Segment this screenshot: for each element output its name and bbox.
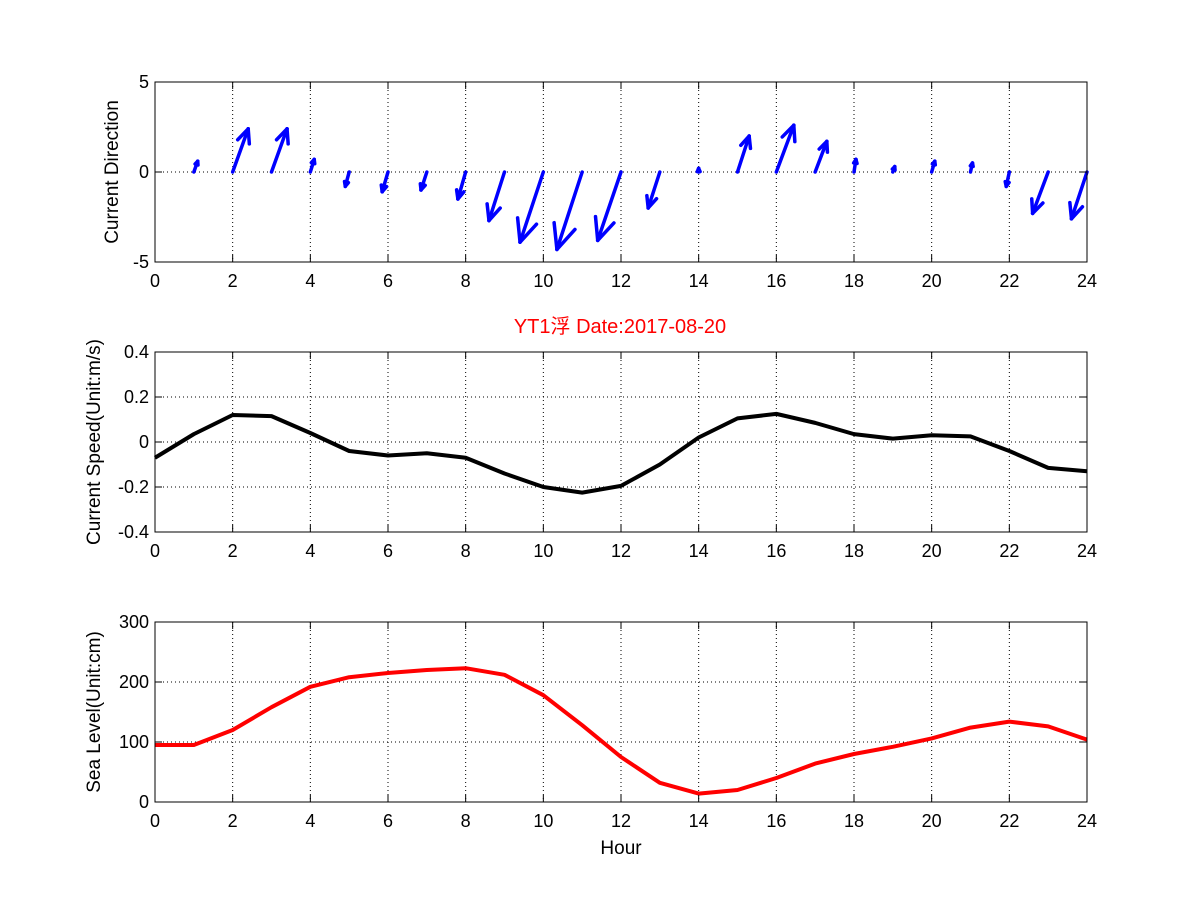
y-axis-label-speed: Current Speed(Unit:m/s) [84, 339, 105, 545]
x-tick-label-direction: 16 [766, 271, 786, 291]
y-tick-label-direction: 0 [139, 162, 149, 182]
arrow-head [854, 159, 856, 163]
x-tick-label-sealevel: 0 [150, 811, 160, 831]
x-tick-label-direction: 14 [689, 271, 709, 291]
arrow-head [932, 161, 934, 164]
x-tick-label-sealevel: 2 [228, 811, 238, 831]
x-tick-label-sealevel: 6 [383, 811, 393, 831]
y-tick-label-speed: -0.2 [118, 477, 149, 497]
x-tick-label-direction: 8 [461, 271, 471, 291]
arrow-head [311, 159, 314, 162]
x-tick-label-sealevel: 22 [999, 811, 1019, 831]
x-tick-label-speed: 10 [533, 541, 553, 561]
arrow-head [345, 183, 348, 187]
x-tick-label-direction: 12 [611, 271, 631, 291]
x-axis-label-sealevel: Hour [600, 838, 642, 859]
x-tick-label-sealevel: 8 [461, 811, 471, 831]
x-tick-label-direction: 18 [844, 271, 864, 291]
chart-title: YT1浮 Date:2017-08-20 [514, 315, 726, 338]
y-tick-label-speed: -0.4 [118, 522, 149, 542]
x-tick-label-speed: 8 [461, 541, 471, 561]
y-tick-label-speed: 0 [139, 432, 149, 452]
x-tick-label-direction: 4 [305, 271, 315, 291]
x-tick-label-sealevel: 24 [1077, 811, 1097, 831]
arrow-head [970, 163, 972, 166]
y-tick-label-sealevel: 100 [119, 732, 149, 752]
arrow-head [487, 204, 489, 221]
x-tick-label-speed: 14 [689, 541, 709, 561]
y-tick-label-direction: -5 [133, 252, 149, 272]
x-tick-label-speed: 6 [383, 541, 393, 561]
y-tick-label-sealevel: 0 [139, 792, 149, 812]
arrow-head [518, 218, 520, 242]
x-tick-label-speed: 4 [305, 541, 315, 561]
arrow-head [794, 125, 795, 141]
x-tick-label-speed: 12 [611, 541, 631, 561]
y-tick-label-direction: 5 [139, 72, 149, 92]
x-tick-label-sealevel: 12 [611, 811, 631, 831]
x-tick-label-sealevel: 20 [922, 811, 942, 831]
current-arrow [892, 167, 895, 172]
arrow-head [195, 161, 198, 164]
x-tick-label-speed: 0 [150, 541, 160, 561]
y-tick-label-speed: 0.4 [124, 342, 149, 362]
arrow-head [596, 217, 598, 241]
x-tick-label-sealevel: 18 [844, 811, 864, 831]
x-tick-label-direction: 24 [1077, 271, 1097, 291]
x-tick-label-direction: 0 [150, 271, 160, 291]
x-tick-label-direction: 22 [999, 271, 1019, 291]
x-tick-label-speed: 24 [1077, 541, 1097, 561]
x-tick-label-direction: 2 [228, 271, 238, 291]
x-tick-label-sealevel: 10 [533, 811, 553, 831]
arrow-head [1070, 203, 1072, 219]
x-tick-label-speed: 2 [228, 541, 238, 561]
y-axis-label-sealevel: Sea Level(Unit:cm) [84, 631, 105, 793]
arrow-head [697, 168, 698, 171]
x-tick-label-speed: 18 [844, 541, 864, 561]
x-tick-label-speed: 16 [766, 541, 786, 561]
x-tick-label-direction: 10 [533, 271, 553, 291]
y-tick-label-speed: 0.2 [124, 387, 149, 407]
x-tick-label-sealevel: 16 [766, 811, 786, 831]
current-arrow [697, 168, 700, 172]
arrow-head [892, 167, 894, 170]
x-tick-label-direction: 20 [922, 271, 942, 291]
arrow-head [1006, 182, 1009, 186]
x-tick-label-speed: 20 [922, 541, 942, 561]
x-tick-label-sealevel: 14 [689, 811, 709, 831]
x-tick-label-speed: 22 [999, 541, 1019, 561]
y-tick-label-sealevel: 300 [119, 612, 149, 632]
x-tick-label-direction: 6 [383, 271, 393, 291]
y-tick-label-sealevel: 200 [119, 672, 149, 692]
x-tick-label-sealevel: 4 [305, 811, 315, 831]
y-axis-label-direction: Current Direction [102, 100, 123, 244]
